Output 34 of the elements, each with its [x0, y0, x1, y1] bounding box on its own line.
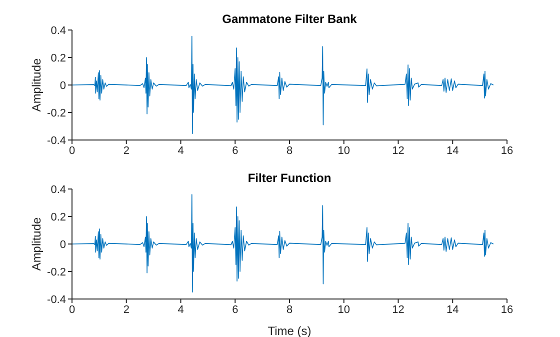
y-tick-label: 0 — [60, 80, 66, 92]
y-axis-title: Amplitude — [29, 217, 44, 271]
y-tick-label: 0.2 — [50, 211, 66, 224]
y-tick-label: 0.4 — [50, 24, 66, 37]
x-tick-label: 12 — [392, 304, 404, 316]
x-tick-label: 8 — [286, 144, 293, 157]
y-tick-label: -0.4 — [47, 134, 66, 147]
y-tick-label: -0.2 — [47, 266, 66, 278]
line-series — [72, 194, 494, 293]
chart-title: Gammatone Filter Bank — [221, 12, 358, 26]
line-series — [72, 36, 494, 134]
x-tick-label: 12 — [392, 144, 404, 157]
y-tick-label: -0.4 — [47, 294, 66, 306]
x-tick-label: 14 — [446, 304, 459, 316]
chart-title: Filter Function — [246, 171, 332, 185]
y-tick-label: 0.4 — [50, 184, 66, 196]
y-tick-label: 0 — [60, 238, 66, 251]
x-tick-label: 8 — [286, 304, 293, 316]
x-tick-label: 4 — [178, 304, 184, 316]
x-tick-label: 10 — [338, 304, 350, 316]
x-tick-label: 16 — [500, 144, 514, 157]
y-axis-title: Amplitude — [29, 58, 44, 112]
x-tick-label: 0 — [68, 304, 76, 316]
x-tick-label: 2 — [123, 144, 130, 157]
y-tick-label: -0.2 — [47, 107, 66, 120]
x-tick-label: 0 — [68, 144, 76, 157]
x-tick-label: 6 — [232, 304, 238, 316]
x-tick-label: 10 — [338, 144, 350, 157]
y-tick-label: 0.2 — [50, 52, 66, 64]
x-tick-label: 4 — [178, 144, 184, 157]
x-tick-label: 6 — [232, 144, 238, 157]
x-tick-label: 16 — [500, 304, 514, 316]
x-tick-label: 2 — [123, 304, 130, 316]
x-tick-label: 14 — [446, 144, 459, 157]
